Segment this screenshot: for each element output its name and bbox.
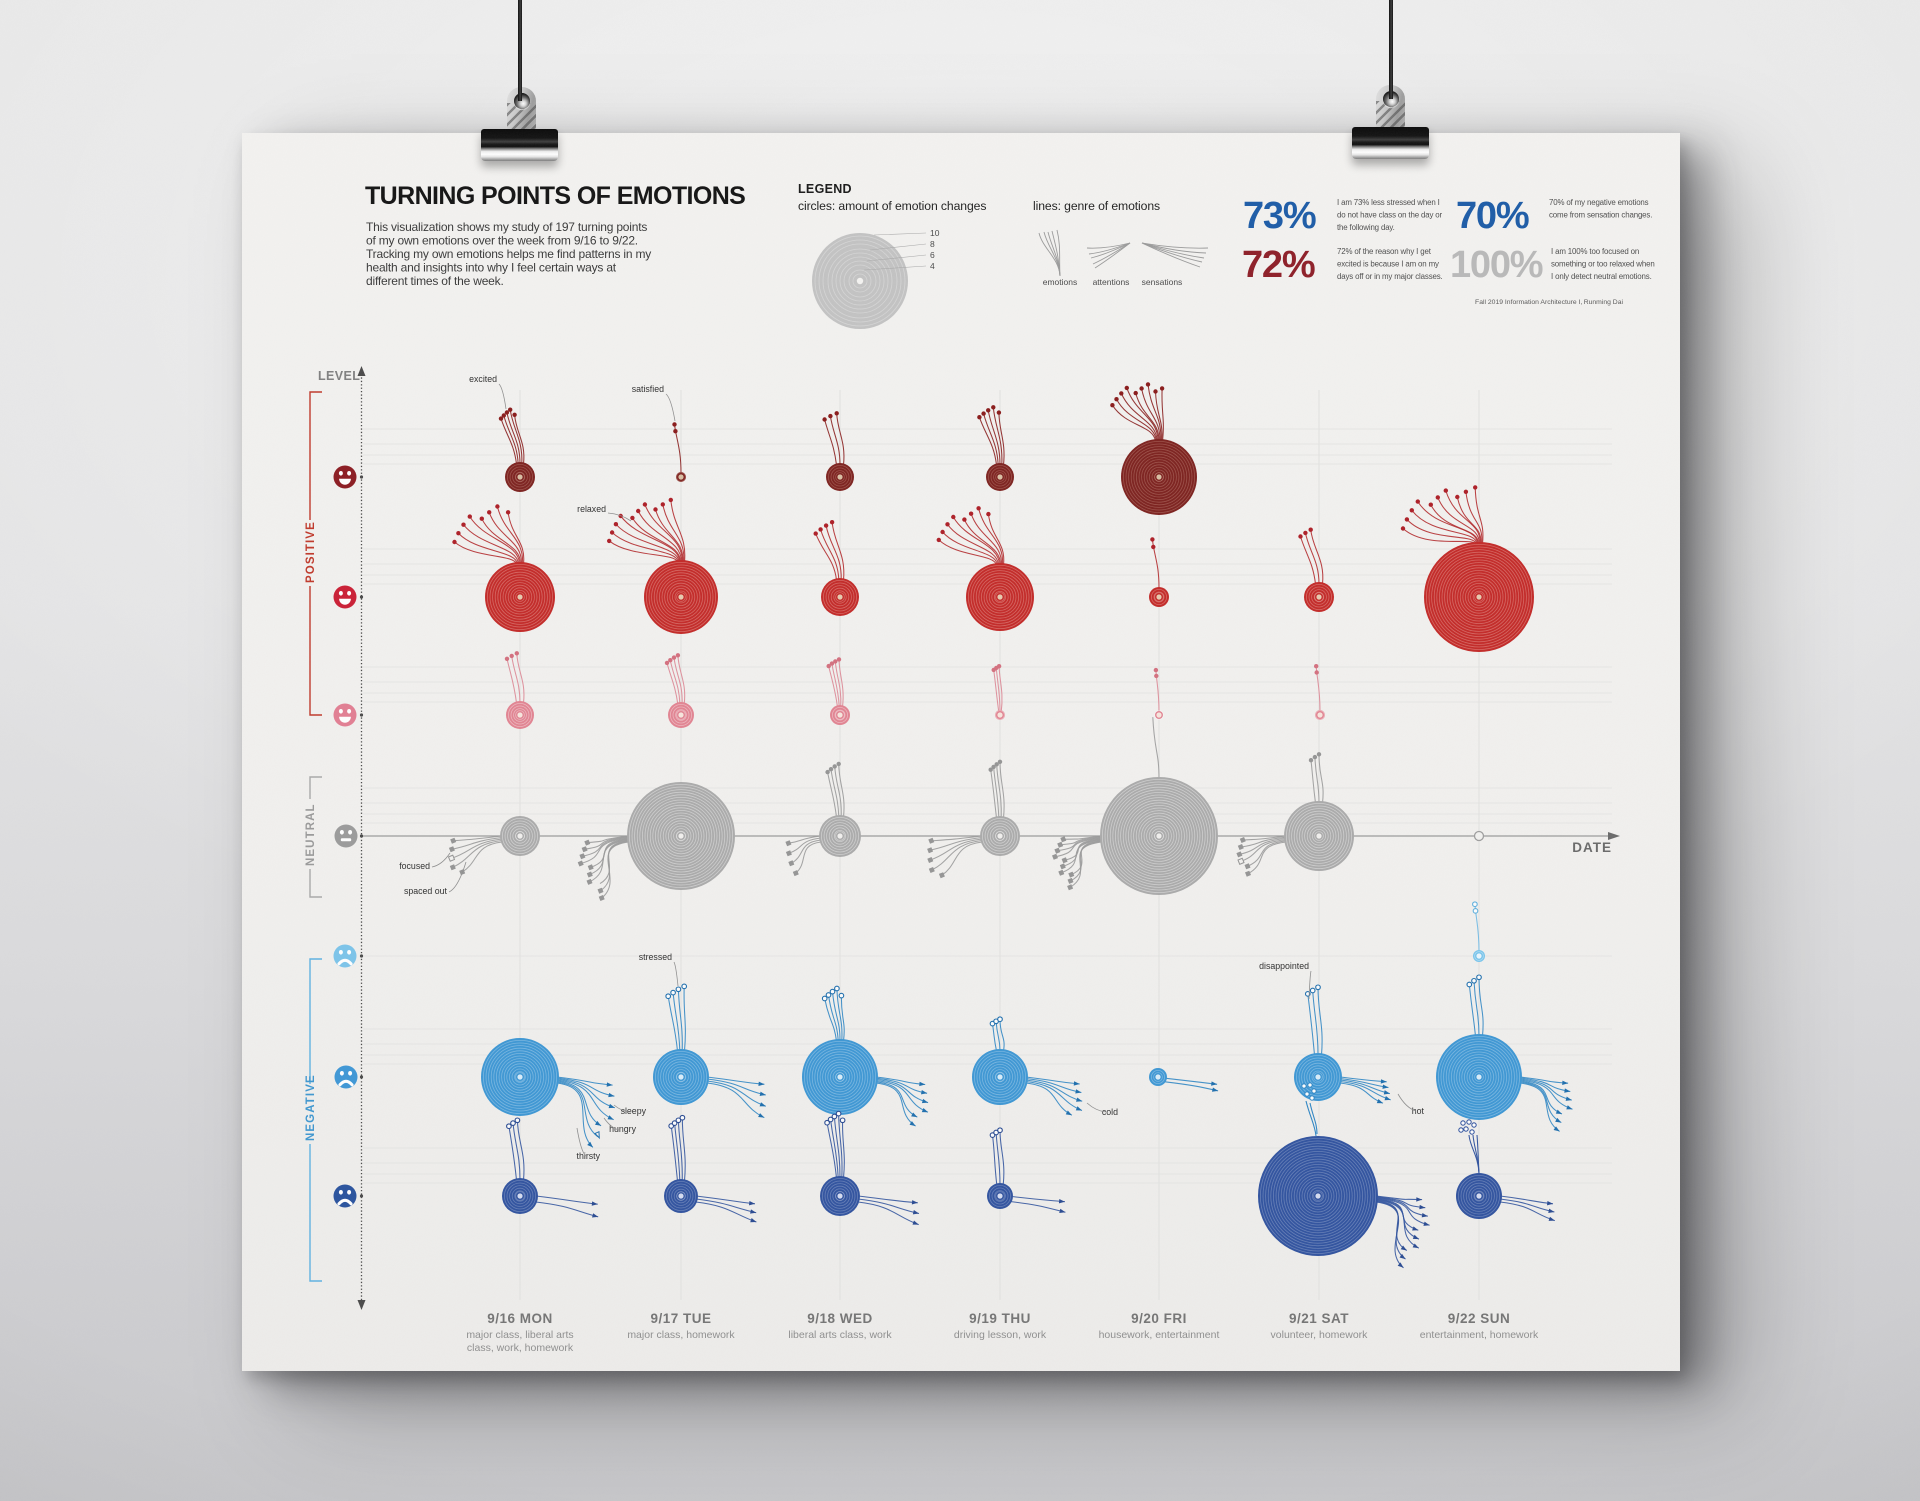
svg-text:LEGEND: LEGEND [798,182,852,196]
svg-text:TURNING POINTS OF EMOTIONS: TURNING POINTS OF EMOTIONS [365,182,745,210]
svg-text:disappointed: disappointed [1259,961,1309,971]
svg-text:driving lesson, work: driving lesson, work [954,1329,1047,1341]
svg-text:72% of the reason why I get: 72% of the reason why I get [1337,247,1432,256]
svg-text:the following day.: the following day. [1337,223,1395,232]
svg-text:something or too relaxed when: something or too relaxed when [1551,260,1655,269]
svg-text:9/16 MON: 9/16 MON [487,1311,553,1326]
svg-text:focused: focused [399,861,430,871]
svg-text:different times of the week.: different times of the week. [366,274,504,288]
svg-text:sensations: sensations [1142,277,1183,287]
svg-text:Tracking my own emotions helps: Tracking my own emotions helps me find p… [366,247,651,261]
svg-text:lines: genre of emotions: lines: genre of emotions [1033,199,1160,213]
svg-text:housework, entertainment: housework, entertainment [1099,1329,1220,1341]
svg-text:LEVEL: LEVEL [318,369,360,383]
svg-text:spaced out: spaced out [404,886,448,896]
svg-text:Fall 2019 Information Architec: Fall 2019 Information Architecture I, Ru… [1475,299,1623,306]
svg-text:health and insights into why I: health and insights into why I feel cert… [366,261,617,275]
svg-text:8: 8 [930,239,935,249]
svg-text:excited is because I am on my: excited is because I am on my [1337,260,1439,269]
svg-text:satisfied: satisfied [632,384,664,394]
svg-text:I am 100% too focused on: I am 100% too focused on [1551,247,1639,256]
svg-text:hungry: hungry [609,1124,636,1134]
svg-text:circles: amount of emotion cha: circles: amount of emotion changes [798,199,986,213]
svg-text:NEGATIVE: NEGATIVE [305,1074,317,1141]
svg-text:major class, liberal arts: major class, liberal arts [466,1329,573,1341]
svg-text:6: 6 [930,250,935,260]
svg-text:9/19 THU: 9/19 THU [969,1311,1031,1326]
svg-text:thirsty: thirsty [577,1151,601,1161]
svg-text:DATE: DATE [1572,840,1612,855]
svg-text:70%: 70% [1456,195,1529,237]
svg-text:10: 10 [930,228,940,238]
svg-text:attentions: attentions [1093,277,1130,287]
svg-text:9/22 SUN: 9/22 SUN [1448,1311,1511,1326]
svg-text:do not have class on the day o: do not have class on the day or [1337,211,1443,220]
svg-text:entertainment, homework: entertainment, homework [1420,1329,1539,1341]
svg-text:NEUTRAL: NEUTRAL [305,803,317,866]
svg-text:73%: 73% [1243,195,1316,237]
svg-text:I only detect neutral emotions: I only detect neutral emotions. [1551,272,1652,281]
svg-text:I am 73% less stressed when I: I am 73% less stressed when I [1337,198,1440,207]
svg-text:9/18 WED: 9/18 WED [807,1311,873,1326]
svg-text:4: 4 [930,261,935,271]
svg-text:This visualization shows my st: This visualization shows my study of 197… [366,220,647,234]
svg-text:volunteer, homework: volunteer, homework [1271,1329,1369,1341]
svg-text:of my own emotions over the we: of my own emotions over the week from 9/… [366,234,638,248]
svg-text:70% of my negative emotions: 70% of my negative emotions [1549,198,1649,207]
svg-text:liberal arts class, work: liberal arts class, work [788,1329,892,1341]
svg-text:100%: 100% [1450,244,1543,286]
svg-text:72%: 72% [1242,244,1315,286]
svg-text:stressed: stressed [639,952,672,962]
svg-text:9/21 SAT: 9/21 SAT [1289,1311,1349,1326]
svg-text:9/17 TUE: 9/17 TUE [650,1311,711,1326]
svg-text:POSITIVE: POSITIVE [305,521,317,583]
svg-text:hot: hot [1412,1106,1425,1116]
svg-text:days off or in my major classe: days off or in my major classes. [1337,272,1443,281]
svg-text:emotions: emotions [1043,277,1078,287]
svg-text:class, work, homework: class, work, homework [467,1342,574,1354]
svg-text:come from sensation changes.: come from sensation changes. [1549,211,1652,220]
svg-text:major class, homework: major class, homework [627,1329,735,1341]
svg-text:excited: excited [469,374,497,384]
svg-text:relaxed: relaxed [577,504,606,514]
svg-text:9/20 FRI: 9/20 FRI [1131,1311,1187,1326]
